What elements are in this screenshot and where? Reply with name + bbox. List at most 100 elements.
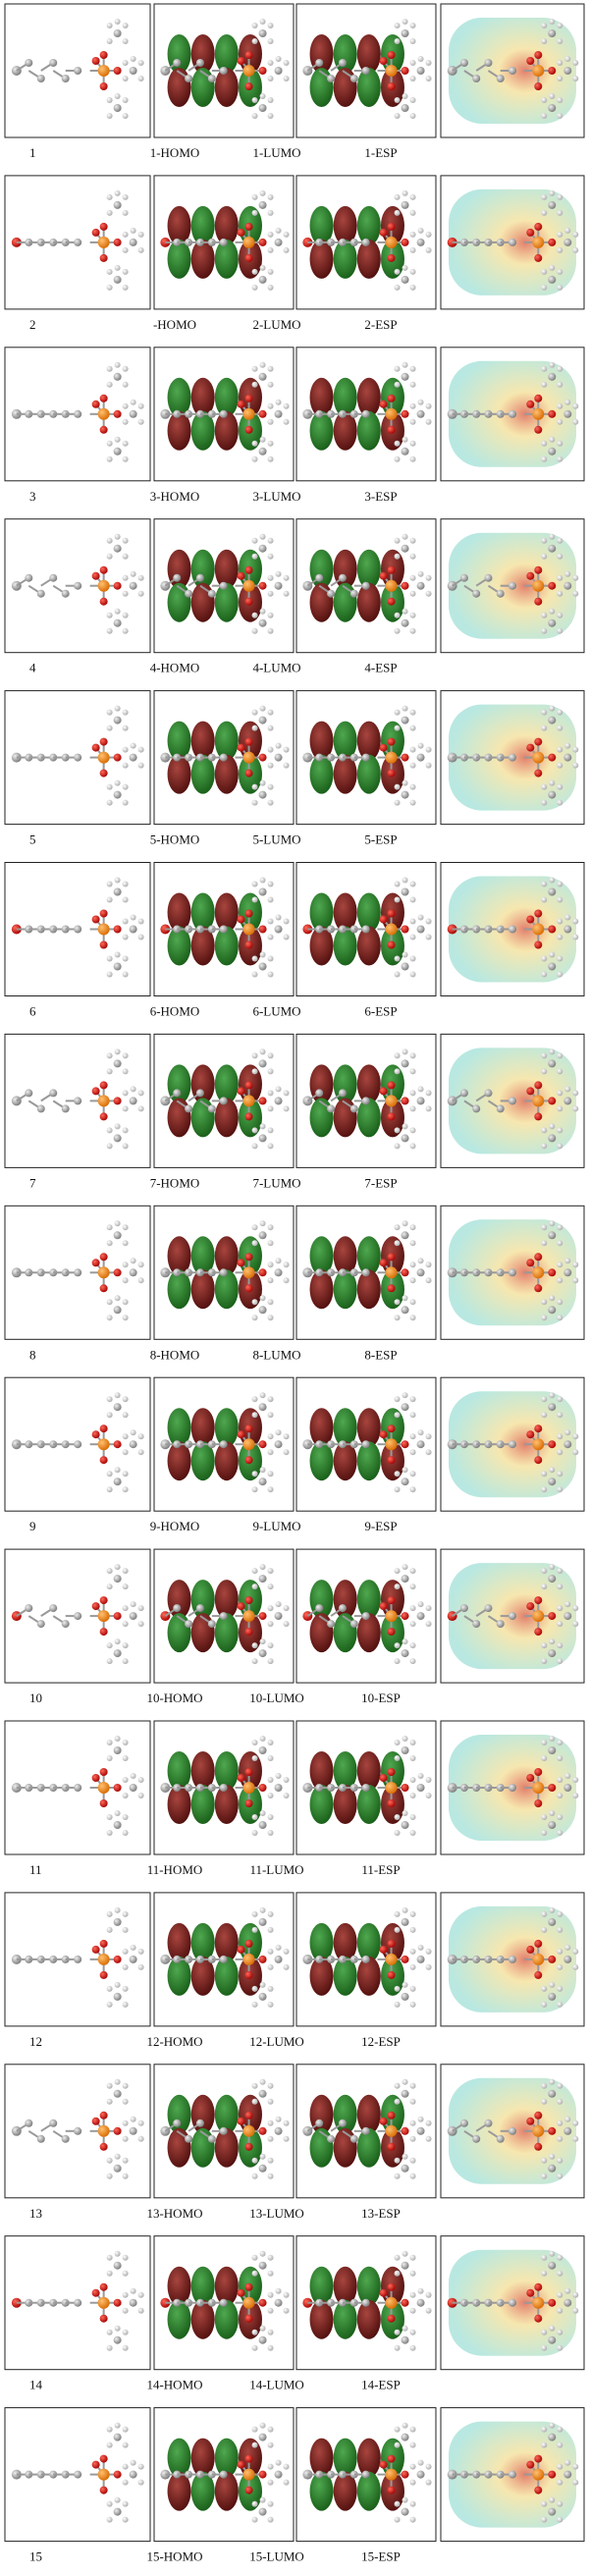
atom bbox=[74, 753, 82, 762]
atom bbox=[549, 1220, 556, 1227]
atom bbox=[106, 2344, 113, 2351]
atom bbox=[401, 2507, 409, 2516]
atom bbox=[572, 418, 579, 425]
atom bbox=[122, 574, 129, 581]
atom bbox=[137, 2479, 144, 2486]
atom bbox=[394, 440, 401, 447]
atom bbox=[548, 2298, 557, 2307]
atom bbox=[122, 268, 129, 275]
atom bbox=[557, 1948, 563, 1955]
atom bbox=[401, 409, 409, 418]
atom bbox=[385, 1266, 398, 1279]
atom bbox=[113, 962, 122, 971]
atom bbox=[251, 113, 258, 119]
atom bbox=[91, 1945, 100, 1954]
atom bbox=[416, 2126, 425, 2135]
atom bbox=[242, 751, 255, 764]
row: 7 7-HOMO 7-LUMO 7-ESP bbox=[4, 1033, 585, 1190]
atom bbox=[472, 589, 481, 598]
atom bbox=[258, 1477, 267, 1486]
atom bbox=[548, 1403, 557, 1412]
atom bbox=[379, 1087, 388, 1096]
atom bbox=[409, 1433, 416, 1440]
atom bbox=[409, 1090, 416, 1097]
atom bbox=[122, 2098, 129, 2105]
atom bbox=[526, 1602, 535, 1611]
orbital-lobe bbox=[356, 892, 381, 933]
atom bbox=[394, 1658, 401, 1665]
atom bbox=[572, 1948, 579, 1955]
atom bbox=[74, 67, 82, 75]
atom bbox=[242, 65, 255, 77]
atom bbox=[509, 925, 517, 934]
atom bbox=[484, 573, 493, 582]
atom bbox=[401, 790, 409, 799]
atom bbox=[541, 2500, 548, 2507]
atom bbox=[394, 2270, 401, 2277]
orbital-lobe bbox=[214, 1922, 239, 1962]
atom bbox=[402, 705, 408, 712]
atom bbox=[251, 97, 258, 103]
panel-label: 1-LUMO bbox=[252, 145, 300, 160]
atom bbox=[557, 2157, 563, 2164]
atom bbox=[106, 209, 113, 216]
atom bbox=[114, 1392, 121, 1399]
atom bbox=[409, 955, 416, 962]
atom bbox=[122, 402, 129, 409]
panel-label: 8-LUMO bbox=[252, 1347, 300, 1362]
atom bbox=[385, 407, 398, 420]
atom bbox=[259, 1564, 266, 1571]
atom bbox=[259, 1392, 266, 1399]
atom bbox=[401, 29, 409, 37]
atom bbox=[557, 209, 563, 216]
atom bbox=[258, 2433, 267, 2442]
atom bbox=[106, 1568, 113, 1575]
atom bbox=[137, 2307, 144, 2314]
atom bbox=[394, 456, 401, 462]
atom bbox=[416, 67, 425, 75]
orbital-lobe bbox=[214, 2094, 239, 2134]
atom bbox=[541, 724, 548, 731]
orbital-lobe bbox=[190, 2438, 215, 2478]
atom bbox=[185, 1620, 193, 1629]
atom bbox=[258, 104, 267, 112]
atom bbox=[114, 2153, 121, 2160]
orbital-lobe bbox=[167, 1922, 191, 1962]
atom bbox=[394, 627, 401, 634]
atom bbox=[258, 925, 267, 934]
atom bbox=[267, 537, 274, 544]
orbital-lobe bbox=[190, 926, 215, 966]
atom bbox=[394, 553, 401, 560]
atom bbox=[251, 2001, 258, 2008]
atom bbox=[114, 1564, 121, 1571]
atom bbox=[283, 231, 290, 238]
atom bbox=[122, 934, 129, 940]
molecule-label: 15 bbox=[29, 2549, 42, 2564]
atom bbox=[74, 1268, 82, 1277]
atom bbox=[251, 2082, 258, 2089]
atom bbox=[129, 925, 137, 934]
atom bbox=[401, 2261, 409, 2270]
orbital-lobe bbox=[167, 2127, 191, 2168]
atom bbox=[416, 1784, 425, 1792]
atom bbox=[409, 574, 416, 581]
atom bbox=[36, 589, 45, 598]
atom bbox=[283, 2135, 290, 2142]
atom bbox=[409, 365, 416, 372]
orbital-lobe bbox=[356, 1098, 381, 1138]
atom bbox=[541, 1240, 548, 1247]
atom bbox=[387, 565, 396, 574]
atom bbox=[97, 407, 110, 420]
atom bbox=[267, 1621, 274, 1628]
atom bbox=[106, 553, 113, 560]
orbital-lobe bbox=[356, 1269, 381, 1310]
orbital-lobe bbox=[190, 1956, 215, 1996]
panel-label: 9-HOMO bbox=[150, 1519, 200, 1533]
atom bbox=[267, 1224, 274, 1231]
atom bbox=[251, 2173, 258, 2179]
atom bbox=[425, 418, 432, 425]
atom bbox=[106, 709, 113, 716]
orbital-lobe bbox=[167, 2471, 191, 2511]
atom bbox=[564, 1086, 571, 1093]
panel bbox=[295, 1892, 437, 2027]
